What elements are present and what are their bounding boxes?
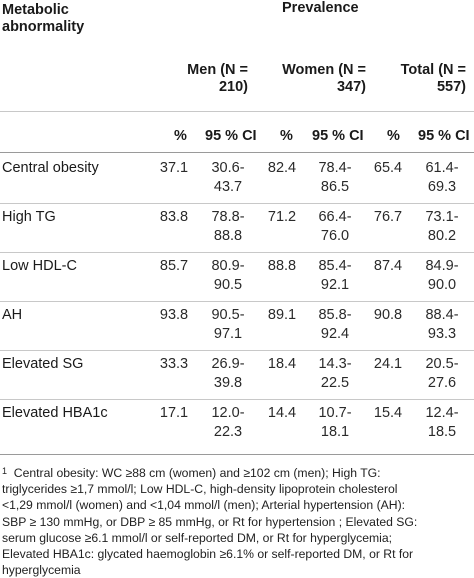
footnote: 1 Central obesity: WC ≥88 cm (women) and… bbox=[2, 465, 474, 578]
cell-total-ci: 84.9- 90.0 bbox=[425, 258, 459, 293]
row-label: Central obesity bbox=[2, 160, 99, 176]
cell-total-pct: 87.4 bbox=[373, 258, 403, 274]
row-divider bbox=[0, 203, 474, 204]
column-header-metabolic-abnormality: Metabolic abnormality bbox=[2, 2, 85, 35]
group-header-women: Women (N = 347) bbox=[282, 62, 366, 95]
cell-women-ci: 66.4- 76.0 bbox=[318, 209, 352, 244]
subheader-women-ci: 95 % CI bbox=[312, 128, 364, 144]
cell-women-ci: 14.3- 22.5 bbox=[318, 356, 352, 391]
row-label: Elevated HBA1c bbox=[2, 405, 108, 421]
cell-men-pct: 85.7 bbox=[159, 258, 189, 274]
cell-men-pct: 33.3 bbox=[159, 356, 189, 372]
row-label: High TG bbox=[2, 209, 56, 225]
cell-men-pct: 37.1 bbox=[159, 160, 189, 176]
row-divider bbox=[0, 301, 474, 302]
cell-women-pct: 89.1 bbox=[267, 307, 297, 323]
cell-total-pct: 90.8 bbox=[373, 307, 403, 323]
footnote-line-5: serum glucose ≥6.1 mmol/l or self-report… bbox=[2, 530, 393, 545]
cell-women-pct: 88.8 bbox=[267, 258, 297, 274]
cell-men-pct: 17.1 bbox=[159, 405, 189, 421]
footnote-line-1: 1 Central obesity: WC ≥88 cm (women) and… bbox=[2, 465, 474, 481]
row-label: Elevated SG bbox=[2, 356, 84, 372]
table-bottom-rule bbox=[0, 454, 474, 455]
cell-men-ci: 30.6- 43.7 bbox=[211, 160, 245, 195]
footnote-line-6: Elevated HBA1c: glycated haemoglobin ≥6.… bbox=[2, 547, 414, 562]
cell-women-ci: 85.8- 92.4 bbox=[318, 307, 352, 342]
cell-total-ci: 73.1- 80.2 bbox=[425, 209, 459, 244]
cell-men-ci: 26.9- 39.8 bbox=[211, 356, 245, 391]
subheader-total-ci: 95 % CI bbox=[418, 128, 470, 144]
subheader-men-ci: 95 % CI bbox=[205, 128, 257, 144]
subheader-men-pct: % bbox=[174, 128, 187, 144]
cell-women-pct: 82.4 bbox=[267, 160, 297, 176]
row-divider bbox=[0, 399, 474, 400]
subheader-divider bbox=[0, 152, 474, 153]
cell-men-ci: 12.0- 22.3 bbox=[211, 405, 245, 440]
row-divider bbox=[0, 252, 474, 253]
cell-total-ci: 61.4- 69.3 bbox=[425, 160, 459, 195]
cell-total-ci: 88.4- 93.3 bbox=[425, 307, 459, 342]
subheader-women-pct: % bbox=[280, 128, 293, 144]
row-label: AH bbox=[2, 307, 23, 323]
cell-women-pct: 18.4 bbox=[267, 356, 297, 372]
header-divider bbox=[0, 111, 474, 112]
footnote-text-1: Central obesity: WC ≥88 cm (women) and ≥… bbox=[13, 466, 381, 480]
footnote-line-7: hyperglycemia bbox=[2, 563, 81, 578]
group-header-total: Total (N = 557) bbox=[400, 62, 466, 95]
cell-total-ci: 12.4- 18.5 bbox=[425, 405, 459, 440]
cell-women-pct: 71.2 bbox=[267, 209, 297, 225]
column-header-prevalence: Prevalence bbox=[282, 0, 359, 16]
cell-women-ci: 78.4- 86.5 bbox=[318, 160, 352, 195]
subheader-total-pct: % bbox=[387, 128, 400, 144]
cell-men-ci: 78.8- 88.8 bbox=[211, 209, 245, 244]
footnote-marker: 1 bbox=[2, 466, 8, 476]
footnote-line-3: <1,29 mmol/l (women) and <1,04 mmol/l (m… bbox=[2, 498, 406, 513]
cell-total-pct: 65.4 bbox=[373, 160, 403, 176]
cell-total-pct: 15.4 bbox=[373, 405, 403, 421]
cell-total-pct: 24.1 bbox=[373, 356, 403, 372]
cell-total-pct: 76.7 bbox=[373, 209, 403, 225]
group-header-men: Men (N = 210) bbox=[187, 62, 248, 95]
cell-women-ci: 85.4- 92.1 bbox=[318, 258, 352, 293]
cell-men-pct: 93.8 bbox=[159, 307, 189, 323]
cell-women-pct: 14.4 bbox=[267, 405, 297, 421]
cell-women-ci: 10.7- 18.1 bbox=[318, 405, 352, 440]
row-label: Low HDL-C bbox=[2, 258, 77, 274]
footnote-line-4: SBP ≥ 130 mmHg, or DBP ≥ 85 mmHg, or Rt … bbox=[2, 514, 418, 529]
footnote-line-2: triglycerides ≥1,7 mmol/l; Low HDL-C, hi… bbox=[2, 482, 398, 497]
cell-men-pct: 83.8 bbox=[159, 209, 189, 225]
row-divider bbox=[0, 350, 474, 351]
cell-total-ci: 20.5- 27.6 bbox=[425, 356, 459, 391]
cell-men-ci: 80.9- 90.5 bbox=[211, 258, 245, 293]
cell-men-ci: 90.5- 97.1 bbox=[211, 307, 245, 342]
